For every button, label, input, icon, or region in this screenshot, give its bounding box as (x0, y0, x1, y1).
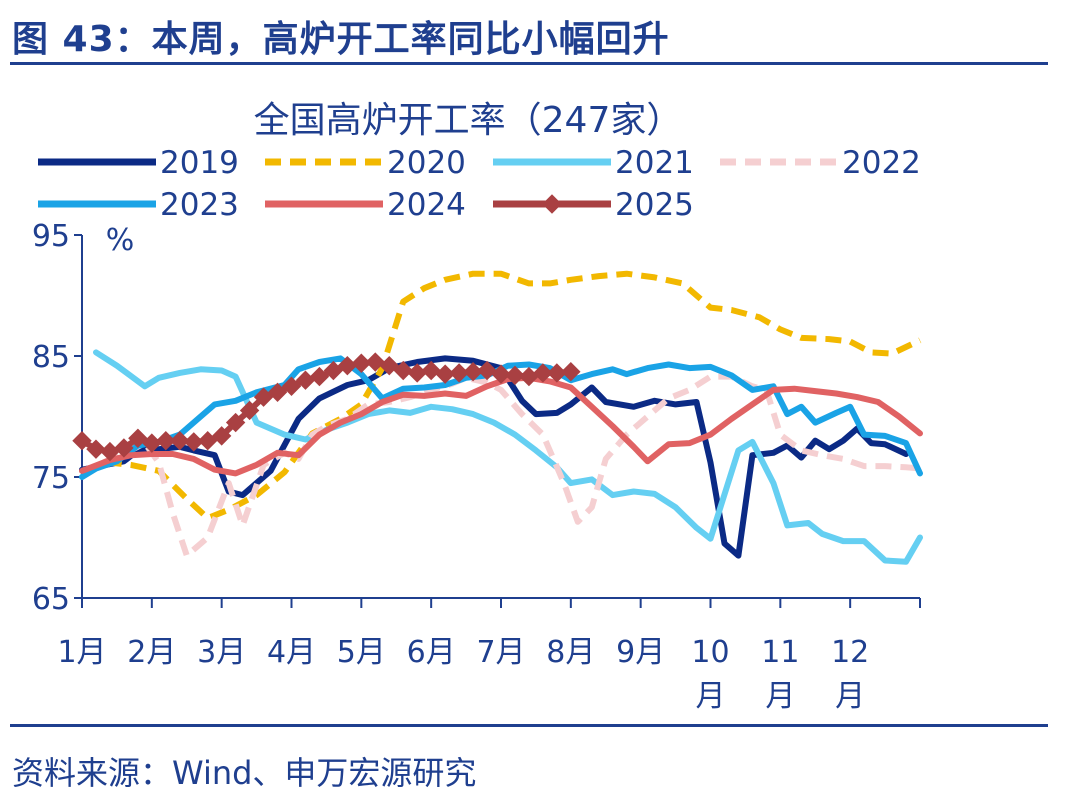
x-tick-label: 7月 (476, 635, 525, 670)
chart-legend: 2019 2020 2021 2022 2023 2024 2025 (38, 145, 921, 223)
data-point-2025 (184, 432, 204, 452)
data-point-2025 (267, 382, 288, 403)
data-point-2025 (449, 363, 469, 383)
chart-series (72, 270, 923, 565)
data-point-2025 (128, 428, 148, 448)
data-point-2025 (407, 363, 427, 383)
y-tick-label: 75 (32, 461, 70, 496)
data-point-2025 (421, 360, 441, 381)
x-tick-label: 5月 (337, 635, 386, 670)
legend-marker-2025 (542, 194, 562, 214)
data-point-2025 (519, 366, 539, 387)
data-point-2025 (365, 352, 386, 372)
x-tick-label: 12 月 (831, 635, 869, 714)
x-tick-label: 4月 (267, 635, 316, 670)
source-note: 资料来源：Wind、申万宏源研究 (12, 754, 477, 792)
data-point-2025 (533, 363, 553, 383)
data-point-2025 (505, 365, 525, 386)
x-tick-label: 6月 (407, 635, 456, 670)
x-tick-label: 10 月 (691, 635, 729, 714)
data-point-2025 (477, 360, 497, 381)
series-line-2020 (81, 270, 922, 522)
y-tick-label: 95 (32, 219, 70, 254)
title-rule (10, 62, 1048, 65)
data-point-2025 (393, 360, 413, 381)
legend-label-2023: 2023 (160, 187, 239, 223)
data-point-2025 (323, 360, 344, 381)
x-tick-label: 2月 (127, 635, 176, 670)
x-tick-label: 1月 (57, 635, 106, 670)
data-point-2025 (156, 430, 176, 451)
data-point-2025 (561, 362, 581, 382)
legend-label-2020: 2020 (387, 145, 466, 181)
data-point-2025 (435, 364, 455, 384)
data-point-2025 (72, 430, 92, 451)
legend-label-2021: 2021 (615, 145, 694, 181)
x-tick-label: 3月 (197, 635, 246, 670)
data-point-2025 (379, 355, 399, 376)
data-point-2025 (86, 439, 106, 459)
data-point-2025 (547, 363, 567, 383)
y-tick-label: 85 (32, 340, 70, 375)
x-tick-label: 11 月 (761, 635, 799, 714)
data-point-2025 (211, 426, 232, 446)
legend-label-2022: 2022 (842, 145, 921, 181)
data-point-2025 (239, 400, 260, 421)
legend-label-2025: 2025 (615, 187, 694, 223)
series-line-2021 (93, 349, 923, 565)
data-point-2025 (309, 366, 330, 387)
data-point-2025 (463, 362, 483, 382)
data-point-2025 (491, 364, 511, 384)
x-tick-label: 9月 (616, 635, 665, 670)
x-tick-label: 8月 (546, 635, 595, 670)
data-point-2025 (351, 353, 372, 373)
data-point-2025 (170, 430, 190, 451)
chart-axes: 95 85 75 65 1月 2月 3月 4月 5月 6月 7月 8月 9月 10 月 11 月 12 月 (32, 219, 921, 714)
source-rule (10, 724, 1048, 727)
series-line-2023 (79, 355, 923, 480)
series-line-2024 (79, 374, 923, 477)
legend-label-2024: 2024 (387, 187, 466, 223)
data-point-2025 (281, 376, 302, 396)
chart-title: 全国高炉开工率（247家） (254, 100, 683, 141)
data-point-2025 (253, 387, 274, 407)
figure-title: 图 43：本周，高炉开工率同比小幅回升 (12, 19, 670, 60)
y-axis-unit: % (106, 223, 135, 258)
legend-label-2019: 2019 (160, 145, 239, 181)
data-point-2025 (225, 412, 246, 433)
data-point-2025 (197, 430, 218, 451)
data-point-2025 (114, 438, 134, 458)
y-tick-label: 65 (32, 582, 70, 617)
